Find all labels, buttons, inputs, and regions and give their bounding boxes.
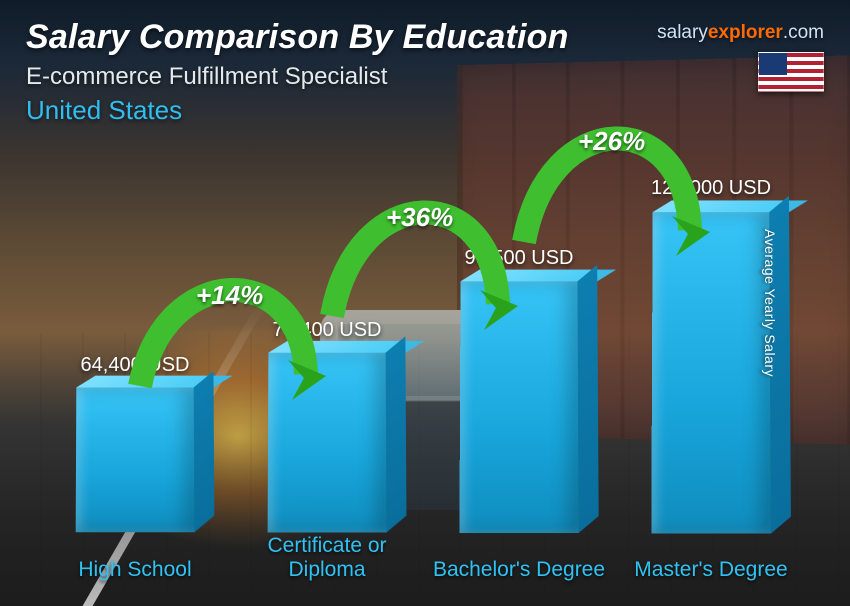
brand-part-suffix: .com xyxy=(783,22,824,43)
bar-category-label: Master's Degree xyxy=(621,558,801,582)
increment-percent-label: +26% xyxy=(578,126,645,157)
bar-category-label: High School xyxy=(45,558,225,582)
us-flag-icon xyxy=(758,52,824,92)
increment-percent-label: +14% xyxy=(196,280,263,311)
bar-category-label: Certificate or Diploma xyxy=(237,534,417,582)
brand-part-1: salary xyxy=(657,22,708,43)
increment-percent-label: +36% xyxy=(386,202,453,233)
country: United States xyxy=(26,95,824,126)
y-axis-label: Average Yearly Salary xyxy=(762,229,778,377)
brand-label: salaryexplorer.com xyxy=(657,22,824,44)
bar-category-label: Bachelor's Degree xyxy=(429,558,609,582)
salary-bar-chart: 64,400 USDHigh School73,400 USDCertifica… xyxy=(30,130,796,580)
job-title: E-commerce Fulfillment Specialist xyxy=(26,63,824,91)
brand-part-accent: explorer xyxy=(708,22,783,43)
